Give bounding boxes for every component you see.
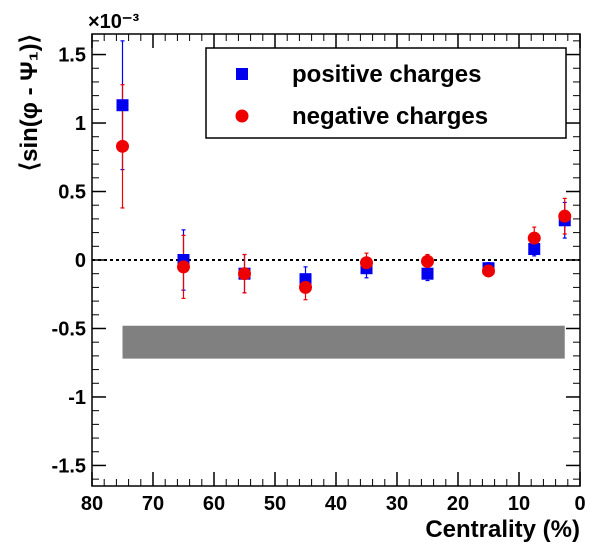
y-tick-label: -1.5	[52, 455, 86, 477]
data-point-circle	[177, 260, 190, 274]
data-point-circle	[299, 280, 312, 294]
legend-label: negative charges	[292, 103, 488, 130]
y-multiplier-label: ×10⁻³	[88, 11, 139, 33]
data-point-circle	[527, 231, 541, 245]
y-tick-label: -0.5	[52, 318, 86, 340]
y-tick-label: 0.5	[58, 182, 86, 204]
y-tick-label: 1.5	[58, 45, 86, 67]
systematic-band-layer	[122, 325, 565, 359]
data-point-layer	[116, 99, 572, 294]
x-tick-label: 30	[386, 493, 408, 515]
x-tick-label: 40	[325, 493, 347, 515]
x-tick-label: 0	[574, 493, 585, 515]
y-tick-label: 0	[75, 250, 86, 272]
legend-marker-circle	[235, 109, 249, 123]
x-tick-label: 20	[447, 493, 469, 515]
data-point-circle	[421, 254, 434, 268]
data-point-square	[528, 243, 541, 256]
x-tick-label: 80	[81, 493, 103, 515]
data-point-circle	[482, 264, 495, 278]
data-point-circle	[116, 139, 129, 153]
y-tick-label: -1	[68, 387, 86, 409]
legend-box	[205, 47, 567, 139]
data-point-square	[421, 267, 434, 280]
x-tick-label: 60	[203, 493, 225, 515]
x-tick-label: 70	[142, 493, 164, 515]
legend: positive charges negative charges	[205, 47, 567, 139]
x-tick-label: 50	[264, 493, 286, 515]
x-tick-label: 10	[508, 493, 530, 515]
tick-layer: 80 70 60 50 40 30 20 10 0 -1.5 -1 -0.5 0 0.5 1 1.5	[52, 34, 586, 515]
systematic-band	[122, 325, 565, 359]
data-point-circle	[360, 256, 373, 270]
legend-marker-square	[236, 68, 248, 80]
data-point-square	[116, 99, 129, 112]
y-axis-title: ⟨sin(φ - Ψ₁)⟩	[16, 34, 43, 171]
legend-label: positive charges	[292, 61, 481, 88]
y-tick-label: 1	[75, 113, 86, 135]
data-point-circle	[558, 209, 572, 223]
data-point-circle	[238, 267, 251, 281]
x-axis-title: Centrality (%)	[425, 516, 580, 543]
